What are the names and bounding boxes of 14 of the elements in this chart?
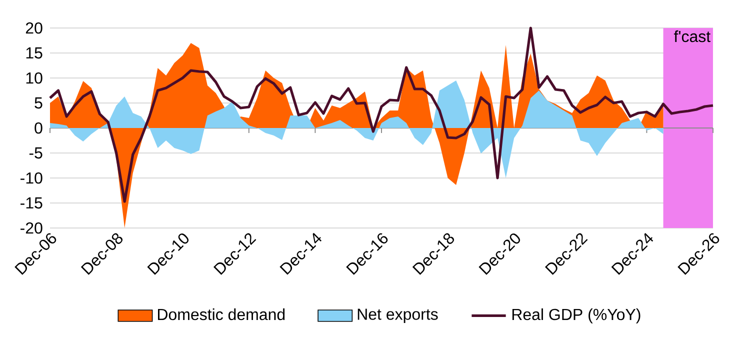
legend-label: Domestic demand — [158, 308, 285, 320]
y-tick-label: -20 — [20, 222, 42, 234]
y-tick-label: 20 — [26, 22, 42, 34]
y-tick-label: -5 — [29, 147, 42, 159]
y-tick-label: 15 — [26, 47, 42, 59]
y-tick-label: 10 — [26, 72, 42, 84]
line-series — [48, 26, 714, 203]
band-label: f'cast — [674, 30, 710, 42]
y-tick-label: -10 — [20, 172, 42, 184]
y-tick-label: 5 — [34, 97, 42, 109]
y-tick-label: -15 — [20, 197, 42, 209]
y-tick-label: 0 — [34, 122, 42, 134]
legend-label: Net exports — [358, 308, 438, 324]
legend-label: Real GDP (%YoY) — [512, 308, 640, 324]
